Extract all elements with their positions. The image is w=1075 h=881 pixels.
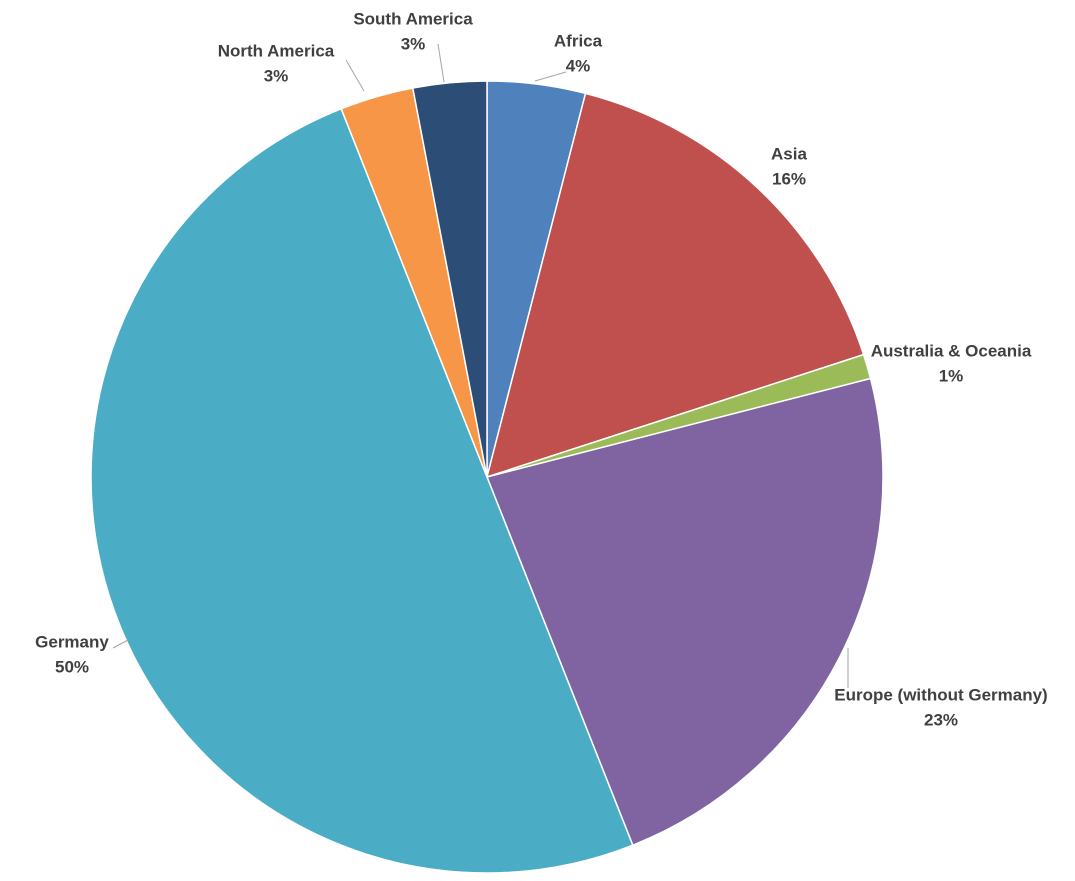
leader-line-north-america [345, 59, 365, 92]
slice-name-australia-oceania: Australia & Oceania [871, 341, 1032, 360]
slice-percent-europe-without-germany: 23% [924, 710, 958, 729]
pie-slice-south-america [411, 80, 488, 478]
pie-slices [90, 80, 884, 874]
slice-name-africa: Africa [554, 31, 603, 50]
pie-slice-asia [485, 92, 865, 479]
slice-labels: Africa 4% Asia 16% Australia & Oceania 1% Euro… [35, 9, 1048, 729]
leader-line-south-america [437, 43, 445, 83]
slice-percent-africa: 4% [566, 56, 591, 75]
leader-line-germany [112, 639, 129, 649]
slice-name-germany: Germany [35, 632, 109, 651]
leader-line-africa [534, 71, 567, 82]
slice-percent-australia-oceania: 1% [939, 366, 964, 385]
slice-name-south-america: South America [353, 9, 473, 28]
slice-name-asia: Asia [771, 144, 807, 163]
slice-percent-north-america: 3% [264, 66, 289, 85]
leader-lines [112, 43, 849, 688]
slice-name-europe-without-germany: Europe (without Germany) [834, 685, 1047, 704]
slice-percent-south-america: 3% [401, 34, 426, 53]
slice-percent-asia: 16% [772, 169, 806, 188]
slice-name-north-america: North America [218, 41, 335, 60]
slice-percent-germany: 50% [55, 657, 89, 676]
pie-slice-europe-without-germany [485, 377, 884, 847]
pie-slice-germany [90, 107, 634, 874]
